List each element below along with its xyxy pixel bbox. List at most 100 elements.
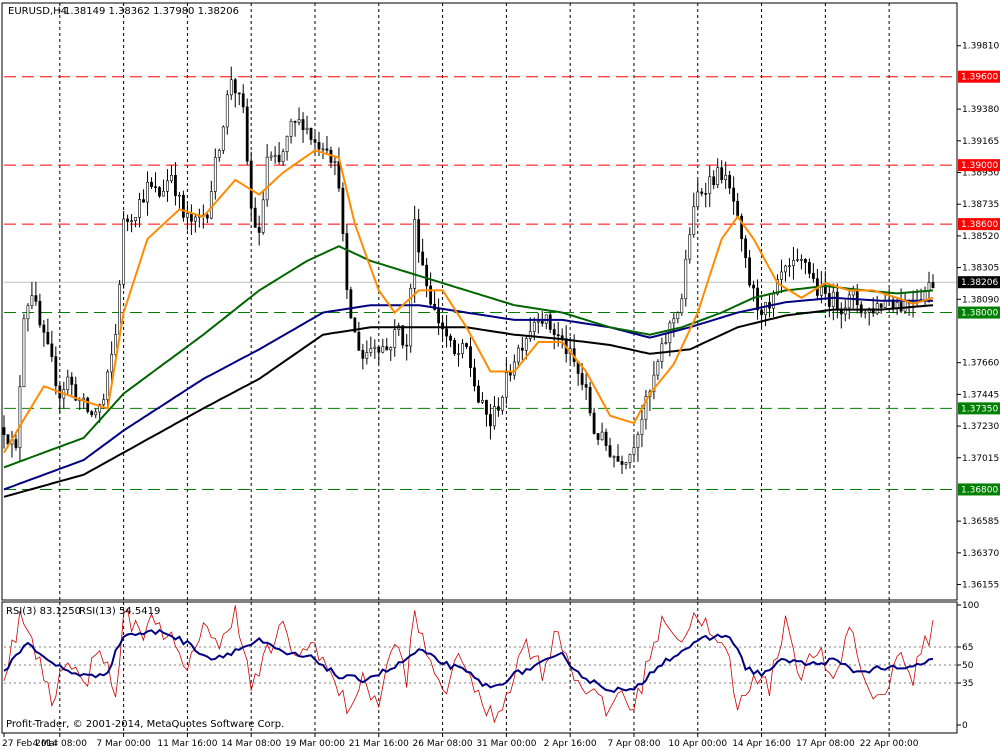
rsi-pane: 100 65 50 35 0	[3, 601, 979, 731]
price-tick-label: 1.38305	[962, 264, 999, 274]
candle-body	[855, 290, 859, 306]
candle-body	[102, 399, 106, 405]
candle-body	[792, 260, 795, 267]
candle-body	[373, 346, 377, 349]
candle-body	[229, 79, 233, 96]
candle-body	[86, 397, 90, 412]
candle-body	[724, 174, 728, 180]
candle-body	[473, 367, 476, 387]
candle-body	[321, 148, 325, 151]
rsi-tick-label: 50	[962, 661, 974, 671]
candle-body	[126, 218, 130, 222]
candle-body	[720, 167, 724, 180]
candle-body	[927, 282, 931, 292]
candle-body	[584, 384, 588, 388]
candle-body	[532, 321, 536, 332]
level-price-label: 1.39600	[961, 73, 998, 83]
candle-body	[652, 374, 656, 393]
candle-body	[245, 106, 249, 162]
candle-body	[138, 199, 141, 218]
time-tick-label: 14 Mar 08:00	[221, 739, 281, 749]
candle-body	[504, 372, 508, 398]
time-tick-label: 10 Apr 00:00	[668, 739, 727, 749]
candle-body	[237, 92, 241, 95]
candle-body	[94, 411, 98, 416]
copyright-text: Profit-Trader, © 2001-2014, MetaQuotes S…	[6, 719, 284, 730]
rsi-tick-label: 0	[962, 721, 968, 731]
candle-body	[851, 290, 855, 296]
candle-body	[620, 461, 624, 465]
candle-body	[843, 307, 847, 315]
candle-body	[130, 220, 133, 223]
candle-body	[353, 317, 357, 333]
candle-body	[249, 160, 253, 209]
candle-body	[186, 213, 189, 218]
candle-body	[365, 352, 369, 359]
time-tick-label: 14 Apr 16:00	[732, 739, 791, 749]
candle-body	[309, 127, 313, 140]
ma-fast-line	[3, 149, 934, 454]
candle-body	[640, 418, 644, 435]
rsi-tick-label: 100	[962, 601, 979, 611]
candle-body	[696, 191, 700, 208]
candle-body	[748, 257, 751, 286]
candle-body	[345, 233, 349, 291]
candle-body	[193, 216, 197, 222]
time-tick-label: 11 Mar 16:00	[157, 739, 217, 749]
candle-body	[417, 219, 421, 253]
candle-body	[98, 404, 102, 413]
candle-body	[485, 400, 488, 415]
ma-black-line	[3, 304, 934, 498]
candle-body	[182, 194, 185, 218]
candle-body	[804, 259, 807, 263]
candle-body	[166, 180, 169, 192]
price-tick-label: 1.39810	[962, 42, 999, 52]
candle-body	[26, 305, 30, 320]
candle-body	[317, 142, 321, 150]
candle-body	[512, 361, 516, 376]
candle-body	[205, 214, 209, 219]
level-price-tag	[958, 306, 1000, 319]
candle-body	[500, 396, 504, 411]
candle-body	[740, 215, 744, 240]
candle-body	[899, 302, 903, 312]
candle-body	[257, 227, 261, 233]
time-tick-label: 31 Mar 00:00	[476, 739, 536, 749]
candle-body	[174, 175, 177, 196]
candle-body	[241, 93, 245, 108]
candle-body	[684, 258, 688, 300]
price-levels	[4, 76, 957, 490]
candle-body	[469, 346, 472, 369]
candle-body	[780, 271, 783, 280]
level-price-label: 1.38000	[961, 309, 998, 319]
level-price-tag	[958, 402, 1000, 415]
price-tick-label: 1.37445	[962, 390, 999, 400]
rsi13-line	[3, 628, 934, 694]
candle-body	[293, 121, 297, 123]
price-axis: 1.39810 1.39380 1.39165 1.38950 1.38735 1.385…	[957, 42, 1000, 591]
candle-body	[847, 294, 851, 309]
candle-body	[776, 279, 779, 295]
candle-body	[879, 303, 883, 308]
candle-body	[281, 151, 285, 162]
price-tick-label: 1.39380	[962, 105, 999, 115]
candle-body	[756, 287, 759, 311]
time-tick-label: 26 Mar 08:00	[413, 739, 473, 749]
price-tick-label: 1.38950	[962, 169, 999, 179]
candle-body	[903, 301, 907, 312]
candle-body	[580, 373, 584, 385]
candle-body	[6, 434, 10, 445]
candle-body	[548, 314, 552, 330]
candle-body	[600, 431, 604, 440]
candle-body	[481, 400, 484, 403]
candle-body	[50, 343, 54, 357]
candle-body	[413, 219, 417, 289]
rsi13-label: RSI(13) 54.5419	[79, 606, 160, 617]
candle-body	[931, 282, 935, 289]
candle-body	[784, 265, 787, 273]
candle-body	[772, 293, 775, 309]
candle-body	[528, 331, 532, 339]
candle-body	[162, 190, 165, 197]
